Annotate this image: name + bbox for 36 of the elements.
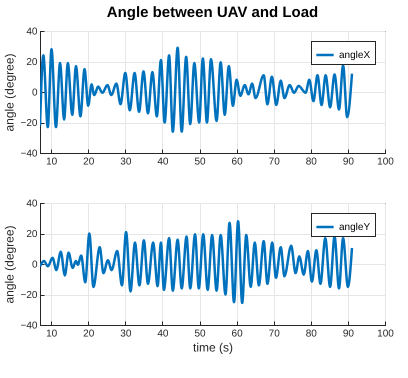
y-tick-label: 40 — [26, 26, 38, 38]
chart-title: Angle between UAV and Load — [106, 4, 318, 21]
legend-label: angleX — [339, 50, 370, 61]
x-tick-label: 70 — [268, 156, 280, 168]
y-tick-label: 40 — [26, 198, 38, 210]
x-tick-label: 50 — [194, 156, 206, 168]
x-tick-label: 60 — [232, 156, 244, 168]
x-tick-label: 90 — [342, 328, 354, 340]
y-tick-label: 0 — [32, 260, 38, 270]
y-tick-label: 20 — [26, 229, 38, 240]
x-tick-label: 100 — [377, 328, 394, 340]
x-tick-label: 30 — [120, 156, 132, 168]
x-tick-label: 70 — [268, 328, 280, 340]
x-tick-label: 40 — [157, 328, 169, 340]
x-tick-label: 50 — [194, 328, 206, 340]
x-tick-label: 80 — [306, 328, 318, 340]
legend-label: angleY — [339, 222, 370, 233]
y-tick-label: −20 — [20, 118, 38, 129]
y-tick-label: −40 — [20, 320, 38, 332]
x-tick-label: 100 — [377, 156, 394, 168]
y-tick-label: 0 — [32, 88, 38, 98]
x-tick-label: 20 — [83, 156, 95, 168]
y-tick-label: −20 — [20, 290, 38, 301]
x-tick-label: 30 — [120, 328, 132, 340]
x-tick-label: 10 — [46, 156, 58, 168]
x-tick-label: 10 — [46, 328, 58, 340]
x-tick-label: 80 — [306, 156, 318, 168]
x-tick-label: 90 — [342, 156, 354, 168]
x-tick-label: 60 — [232, 328, 244, 340]
x-tick-label: 20 — [83, 328, 95, 340]
y-axis-title: angle (degree) — [2, 225, 17, 304]
x-axis-title: time (s) — [193, 340, 233, 354]
y-tick-label: −40 — [20, 148, 38, 160]
y-axis-title: angle (degree) — [2, 53, 17, 132]
x-tick-label: 40 — [157, 156, 169, 168]
y-tick-label: 20 — [26, 57, 38, 68]
